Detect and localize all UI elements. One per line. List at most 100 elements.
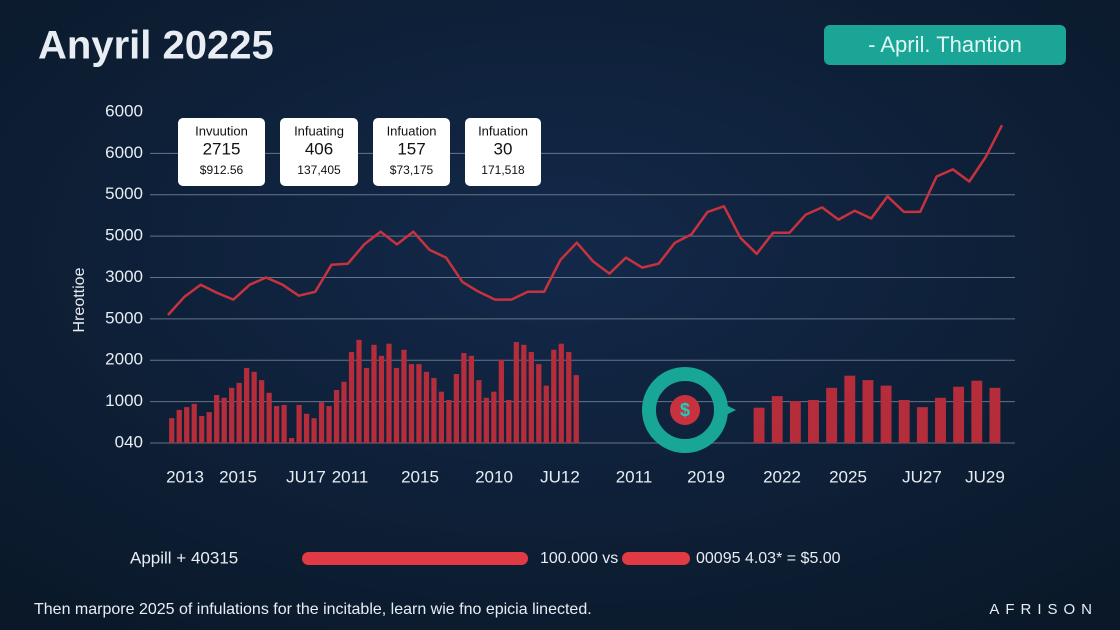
bar xyxy=(935,397,946,443)
info-card xyxy=(465,118,541,186)
footer-left: Appill + 40315 xyxy=(130,548,238,567)
bar xyxy=(408,364,415,443)
chart-title: Anyril 20225 xyxy=(38,24,274,68)
brand: AFRISON xyxy=(989,601,1098,618)
bar xyxy=(771,396,783,443)
y-tick-label: 3000 xyxy=(105,267,143,286)
bar xyxy=(288,438,295,443)
icon-symbol: $ xyxy=(680,400,690,420)
bar xyxy=(953,386,965,443)
bar xyxy=(789,401,801,443)
bar xyxy=(303,413,310,443)
bar xyxy=(199,415,205,443)
bar xyxy=(341,381,347,443)
info-card xyxy=(373,118,450,186)
bar xyxy=(573,375,579,443)
bar xyxy=(808,399,819,443)
bar xyxy=(169,418,175,443)
bar xyxy=(348,351,355,443)
bar xyxy=(176,409,182,443)
button-label[interactable]: - April. Thantion xyxy=(868,32,1022,57)
bar xyxy=(844,375,856,443)
card-value: 30 xyxy=(494,139,513,158)
card-label: Infuating xyxy=(294,123,344,138)
bar xyxy=(363,367,370,443)
bar xyxy=(438,391,445,443)
bar xyxy=(221,397,227,443)
plot: 6000 6000 5000 5000 3000 5000 2000 1000 040 2013 2… xyxy=(105,101,1015,486)
bar xyxy=(521,344,527,443)
x-tick-label: 2022 xyxy=(763,467,801,486)
bar xyxy=(566,351,572,443)
bar xyxy=(416,364,422,443)
bar xyxy=(461,353,467,443)
bar xyxy=(753,407,765,443)
y-tick-label: 1000 xyxy=(105,391,143,410)
icon-pointer xyxy=(722,403,736,417)
footer-text: Then marpore 2025 of infulations for the… xyxy=(34,601,592,618)
x-tick-label: 2011 xyxy=(332,467,369,486)
x-tick-label: JU17 xyxy=(286,467,326,486)
bar xyxy=(431,377,437,443)
bar xyxy=(318,402,325,443)
x-tick-label: JU27 xyxy=(902,467,942,486)
bar xyxy=(916,407,928,443)
info-card xyxy=(178,118,265,186)
card-value: 406 xyxy=(305,139,333,158)
bar xyxy=(393,367,400,443)
x-tick-label: 2011 xyxy=(616,467,653,486)
footer-right: 00095 4.03* = $5.00 xyxy=(696,550,841,567)
bar xyxy=(244,367,250,443)
bar xyxy=(971,380,983,443)
card-label: Infuation xyxy=(478,123,528,138)
bar xyxy=(513,342,519,443)
bar xyxy=(551,349,557,443)
y-tick-label: 6000 xyxy=(105,101,143,120)
bar xyxy=(401,349,407,443)
x-tick-label: 2015 xyxy=(401,467,439,486)
bar xyxy=(483,397,489,443)
bar xyxy=(184,407,190,443)
bar xyxy=(296,404,302,443)
bar xyxy=(266,392,272,443)
bar xyxy=(989,387,1001,443)
bar xyxy=(273,406,280,443)
button[interactable] xyxy=(824,25,1066,65)
bar xyxy=(206,412,212,443)
bar xyxy=(898,399,910,443)
y-tick-label: 5000 xyxy=(105,184,143,203)
bar xyxy=(528,351,534,443)
card-value: 2715 xyxy=(203,139,241,158)
bar xyxy=(236,382,242,443)
progress-bar xyxy=(302,552,528,565)
card-sub: $73,175 xyxy=(390,163,434,177)
bar xyxy=(356,339,362,443)
x-tick-label: 2025 xyxy=(829,467,867,486)
bar xyxy=(229,387,235,443)
bar xyxy=(491,391,497,443)
card-value: 157 xyxy=(397,139,425,158)
card-sub: 171,518 xyxy=(481,163,525,177)
bar xyxy=(281,404,287,443)
bar xyxy=(453,374,460,443)
bar xyxy=(386,343,392,443)
bar xyxy=(259,380,265,443)
bar xyxy=(862,380,874,443)
card-sub: $912.56 xyxy=(200,163,244,177)
x-tick-label: JU29 xyxy=(965,467,1005,486)
card-label: Infuation xyxy=(387,123,437,138)
bar xyxy=(214,395,220,443)
x-tick-label: 2015 xyxy=(219,467,257,486)
footer-middle: 100.000 vs xyxy=(540,550,618,567)
y-tick-label: 2000 xyxy=(105,350,143,369)
bar xyxy=(446,399,452,443)
icon-ring xyxy=(642,367,728,453)
card-label: Invuution xyxy=(195,123,248,138)
x-tick-label: 2019 xyxy=(687,467,725,486)
bar xyxy=(476,380,482,443)
bar xyxy=(543,385,549,443)
bar xyxy=(378,355,385,443)
